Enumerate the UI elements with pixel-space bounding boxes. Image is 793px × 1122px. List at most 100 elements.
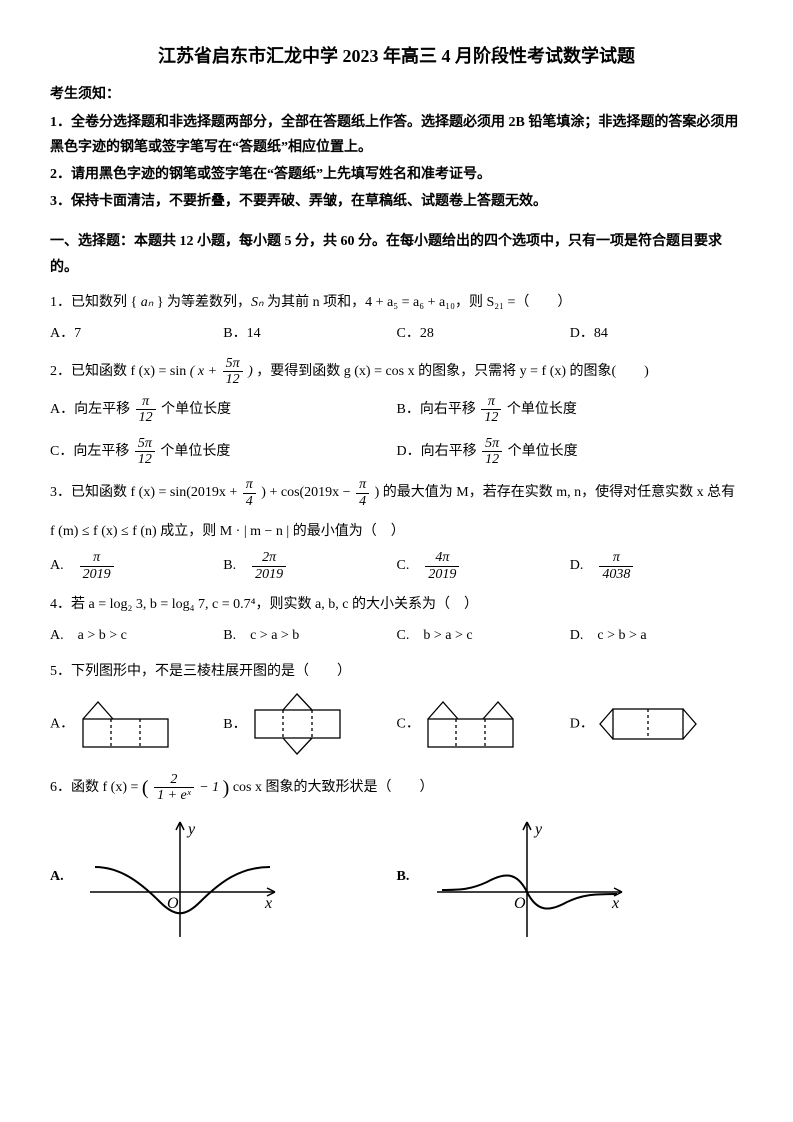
q4-opt-c: C. b > a > c [397, 623, 570, 648]
q3-d-lbl: D. [570, 559, 584, 574]
q3-c-lbl: C. [397, 559, 410, 574]
q4-options: A. a > b > c B. c > a > b C. b > a > c D… [50, 623, 743, 648]
q3-opt-a: A. π2019 [50, 550, 223, 582]
q1-sn: Sₙ [251, 295, 264, 310]
q3-opt-c: C. 4π2019 [397, 550, 570, 582]
q2-c-post: 个单位长度 [160, 444, 230, 459]
question-2: 2．已知函数 f (x) = sin ( x + 5π12 ) ，要得到函数 g… [50, 356, 743, 388]
q2-frac-5pi12: 5π12 [223, 356, 243, 388]
q6-minus1: − 1 [199, 780, 219, 795]
notice-1: 1．全卷分选择题和非选择题两部分，全部在答题纸上作答。选择题必须用 2B 铅笔填… [50, 110, 743, 160]
q5-options: A． B． C． [50, 690, 743, 760]
notice-head: 考生须知： [50, 82, 743, 107]
section-1-head: 一、选择题：本题共 12 小题，每小题 5 分，共 60 分。在每小题给出的四个… [50, 229, 743, 279]
q4-opt-b: B. c > a > b [223, 623, 396, 648]
q6-stem-b: cos x 图象的大致形状是（ ） [233, 780, 434, 795]
q3-b-den: 2019 [252, 567, 286, 582]
q3-a-frac: π2019 [80, 550, 114, 582]
question-3-line2: f (m) ≤ f (x) ≤ f (n) 成立，则 M · | m − n |… [50, 519, 743, 544]
question-6: 6．函数 f (x) = ( 21 + eˣ − 1 ) cos x 图象的大致… [50, 770, 743, 806]
q3-c-den: 2019 [425, 567, 459, 582]
q2-a-post: 个单位长度 [161, 402, 231, 417]
q2-a-num: π [136, 394, 156, 410]
q3-b-lbl: B. [223, 559, 236, 574]
q3-frac1: π4 [243, 477, 256, 509]
q3-d-num: π [599, 550, 633, 566]
q5-opt-b: B． [223, 690, 396, 760]
q6-b-o: O [514, 895, 526, 912]
q3-l1c: ) 的最大值为 M，若存在实数 m, n，使得对任意实数 x 总有 [375, 486, 736, 501]
q3-b-num: 2π [252, 550, 286, 566]
q3-d-den: 4038 [599, 567, 633, 582]
q5-b-lbl: B． [223, 717, 246, 732]
question-1: 1．已知数列 { aₙ } 为等差数列，Sₙ 为其前 n 项和，4 + a₅ =… [50, 290, 743, 315]
q2-b-num: π [481, 394, 501, 410]
q2-arg-r: ) [248, 364, 253, 379]
q6-a-o: O [167, 895, 179, 912]
q2-a-den: 12 [136, 410, 156, 425]
q3-opt-b: B. 2π2019 [223, 550, 396, 582]
q3-b-frac: 2π2019 [252, 550, 286, 582]
q1-opt-c: C．28 [397, 321, 570, 346]
q2-opt-c: C．向左平移 5π12 个单位长度 [50, 436, 397, 468]
q4-opt-d: D. c > b > a [570, 623, 743, 648]
q2-options-row2: C．向左平移 5π12 个单位长度 D．向右平移 5π12 个单位长度 [50, 436, 743, 468]
q1-stem-c: 为其前 n 项和，4 + a₅ = a₆ + a₁₀，则 S₂₁ =（ ） [264, 295, 572, 310]
q6-graph-b: y x O [427, 812, 637, 942]
q6-frac-den: 1 + eˣ [154, 788, 194, 803]
q2-stem-a: 2．已知函数 f (x) = sin [50, 364, 186, 379]
q3-frac2: π4 [356, 477, 369, 509]
q6-b-lbl: B. [397, 864, 427, 889]
instructions-block: 考生须知： 1．全卷分选择题和非选择题两部分，全部在答题纸上作答。选择题必须用 … [50, 82, 743, 214]
q2-b-post: 个单位长度 [507, 402, 577, 417]
q3-a-num: π [80, 550, 114, 566]
q6-cell-a: A. y x O [50, 812, 397, 942]
q2-5pi-num: 5π [223, 356, 243, 372]
q1-opt-b: B．14 [223, 321, 396, 346]
q6-lparen: ( [142, 777, 149, 799]
q3-options: A. π2019 B. 2π2019 C. 4π2019 D. π4038 [50, 550, 743, 582]
q5-opt-c: C． [397, 697, 570, 752]
q6-b-y: y [533, 821, 543, 838]
q5-fig-b [250, 690, 345, 760]
q2-c-pre: C．向左平移 [50, 444, 129, 459]
notice-2: 2．请用黑色字迹的钢笔或签字笔在“答题纸”上先填写姓名和准考证号。 [50, 162, 743, 187]
q3-c-num: 4π [425, 550, 459, 566]
q4-opt-a: A. a > b > c [50, 623, 223, 648]
q2-c-num: 5π [135, 436, 155, 452]
q2-5pi-den: 12 [223, 372, 243, 387]
q5-fig-a [78, 697, 173, 752]
q1-options: A．7 B．14 C．28 D．84 [50, 321, 743, 346]
q5-opt-a: A． [50, 697, 223, 752]
q6-cell-b: B. y x O [397, 812, 744, 942]
q6-graph-a: y x O [80, 812, 290, 942]
q6-a-lbl: A. [50, 864, 80, 889]
q1-stem-b: } 为等差数列， [153, 295, 251, 310]
q5-c-lbl: C． [397, 717, 420, 732]
q3-opt-d: D. π4038 [570, 550, 743, 582]
q3-a-den: 2019 [80, 567, 114, 582]
q2-opt-b: B．向右平移 π12 个单位长度 [397, 394, 744, 426]
q6-frac: 21 + eˣ [154, 772, 194, 804]
q6-a-y: y [186, 821, 196, 838]
q2-d-num: 5π [482, 436, 502, 452]
q2-d-post: 个单位长度 [508, 444, 578, 459]
q2-d-pre: D．向右平移 [397, 444, 477, 459]
q6-b-x: x [611, 895, 619, 912]
q3-f2-den: 4 [356, 494, 369, 509]
q3-f2-num: π [356, 477, 369, 493]
q1-opt-a: A．7 [50, 321, 223, 346]
q3-l1a: 3．已知函数 f (x) = sin(2019x + [50, 486, 241, 501]
q5-opt-d: D． [570, 697, 743, 752]
q2-c-den: 12 [135, 452, 155, 467]
q5-d-lbl: D． [570, 717, 594, 732]
q6-frac-num: 2 [154, 772, 194, 788]
q3-d-frac: π4038 [599, 550, 633, 582]
q2-b-frac: π12 [481, 394, 501, 426]
q3-l1b: ) + cos(2019x − [261, 486, 354, 501]
q5-a-lbl: A． [50, 717, 74, 732]
page-title: 江苏省启东市汇龙中学 2023 年高三 4 月阶段性考试数学试题 [50, 40, 743, 72]
q2-opt-d: D．向右平移 5π12 个单位长度 [397, 436, 744, 468]
q1-opt-d: D．84 [570, 321, 743, 346]
notice-3: 3．保持卡面清洁，不要折叠，不要弄破、弄皱，在草稿纸、试题卷上答题无效。 [50, 189, 743, 214]
